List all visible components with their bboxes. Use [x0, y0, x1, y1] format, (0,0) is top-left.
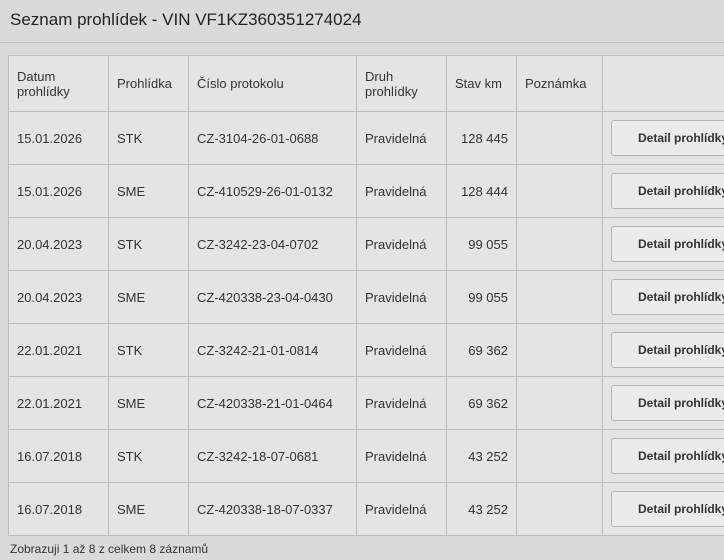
table-cell: SME	[108, 270, 189, 324]
column-header: Stav km	[446, 55, 517, 112]
table-cell	[516, 164, 603, 218]
column-header-actions	[602, 55, 724, 112]
detail-button[interactable]: Detail prohlídky	[611, 385, 724, 421]
header-row: Datum prohlídky Prohlídka Číslo protokolu D…	[8, 55, 724, 112]
action-cell: Detail prohlídky	[602, 323, 724, 377]
table-body: 15.01.2026 STK CZ-3104-26-01-0688 Pravideln…	[8, 111, 724, 536]
table-cell: Pravidelná	[356, 164, 447, 218]
table-cell: 15.01.2026	[8, 164, 109, 218]
table-cell: 16.07.2018	[8, 482, 109, 536]
table-cell	[516, 376, 603, 430]
table-cell: Pravidelná	[356, 482, 447, 536]
table-cell: 16.07.2018	[8, 429, 109, 483]
detail-button[interactable]: Detail prohlídky	[611, 173, 724, 209]
table-cell: CZ-3242-18-07-0681	[188, 429, 357, 483]
column-header: Prohlídka	[108, 55, 189, 112]
inspections-table: Datum prohlídky Prohlídka Číslo protokolu D…	[8, 55, 724, 536]
action-cell: Detail prohlídky	[602, 270, 724, 324]
column-header: Druh prohlídky	[356, 55, 447, 112]
page-title: Seznam prohlídek - VIN VF1KZ360351274024	[10, 10, 362, 29]
table-cell	[516, 111, 603, 165]
table-cell: 99 055	[446, 270, 517, 324]
table-cell	[516, 217, 603, 271]
table-cell: Pravidelná	[356, 270, 447, 324]
detail-button[interactable]: Detail prohlídky	[611, 491, 724, 527]
detail-button[interactable]: Detail prohlídky	[611, 438, 724, 474]
column-header: Číslo protokolu	[188, 55, 357, 112]
table-cell: CZ-3242-23-04-0702	[188, 217, 357, 271]
table-cell: 128 445	[446, 111, 517, 165]
table-cell: 20.04.2023	[8, 270, 109, 324]
detail-button[interactable]: Detail prohlídky	[611, 226, 724, 262]
table-cell: CZ-3104-26-01-0688	[188, 111, 357, 165]
table-summary: Zobrazuji 1 až 8 z celkem 8 záznamů	[10, 542, 209, 556]
detail-button[interactable]: Detail prohlídky	[611, 120, 724, 156]
table-row: 22.01.2021 SME CZ-420338-21-01-0464 Pravide…	[8, 376, 724, 430]
table-cell: CZ-3242-21-01-0814	[188, 323, 357, 377]
table-cell	[516, 429, 603, 483]
action-cell: Detail prohlídky	[602, 217, 724, 271]
table-cell: CZ-420338-18-07-0337	[188, 482, 357, 536]
table-row: 20.04.2023 SME CZ-420338-23-04-0430 Pravide…	[8, 270, 724, 324]
table-cell: STK	[108, 111, 189, 165]
detail-button[interactable]: Detail prohlídky	[611, 279, 724, 315]
table-cell: STK	[108, 323, 189, 377]
table-cell: 128 444	[446, 164, 517, 218]
table-cell: 99 055	[446, 217, 517, 271]
table-row: 20.04.2023 STK CZ-3242-23-04-0702 Pravideln…	[8, 217, 724, 271]
table-cell: 15.01.2026	[8, 111, 109, 165]
table-cell: 69 362	[446, 323, 517, 377]
table-cell: CZ-420338-21-01-0464	[188, 376, 357, 430]
table-row: 15.01.2026 STK CZ-3104-26-01-0688 Pravideln…	[8, 111, 724, 165]
table-cell: 69 362	[446, 376, 517, 430]
table-cell: 22.01.2021	[8, 323, 109, 377]
table-cell: SME	[108, 376, 189, 430]
table-row: 22.01.2021 STK CZ-3242-21-01-0814 Pravideln…	[8, 323, 724, 377]
action-cell: Detail prohlídky	[602, 482, 724, 536]
table-cell: Pravidelná	[356, 111, 447, 165]
table-cell: 20.04.2023	[8, 217, 109, 271]
table-cell	[516, 323, 603, 377]
table-cell: 22.01.2021	[8, 376, 109, 430]
table-cell: Pravidelná	[356, 376, 447, 430]
table-cell: SME	[108, 482, 189, 536]
table-cell: Pravidelná	[356, 217, 447, 271]
table-cell	[516, 270, 603, 324]
table-cell: Pravidelná	[356, 323, 447, 377]
table-cell: SME	[108, 164, 189, 218]
table-cell	[516, 482, 603, 536]
table-cell: CZ-420338-23-04-0430	[188, 270, 357, 324]
table-cell: 43 252	[446, 429, 517, 483]
panel-border	[0, 42, 724, 43]
table-row: 15.01.2026 SME CZ-410529-26-01-0132 Pravide…	[8, 164, 724, 218]
table-cell: Pravidelná	[356, 429, 447, 483]
table-row: 16.07.2018 SME CZ-420338-18-07-0337 Pravide…	[8, 482, 724, 536]
table-cell: STK	[108, 429, 189, 483]
action-cell: Detail prohlídky	[602, 111, 724, 165]
action-cell: Detail prohlídky	[602, 429, 724, 483]
column-header: Poznámka	[516, 55, 603, 112]
table-cell: 43 252	[446, 482, 517, 536]
action-cell: Detail prohlídky	[602, 164, 724, 218]
table-row: 16.07.2018 STK CZ-3242-18-07-0681 Pravideln…	[8, 429, 724, 483]
detail-button[interactable]: Detail prohlídky	[611, 332, 724, 368]
table-cell: CZ-410529-26-01-0132	[188, 164, 357, 218]
table-cell: STK	[108, 217, 189, 271]
action-cell: Detail prohlídky	[602, 376, 724, 430]
column-header: Datum prohlídky	[8, 55, 109, 112]
